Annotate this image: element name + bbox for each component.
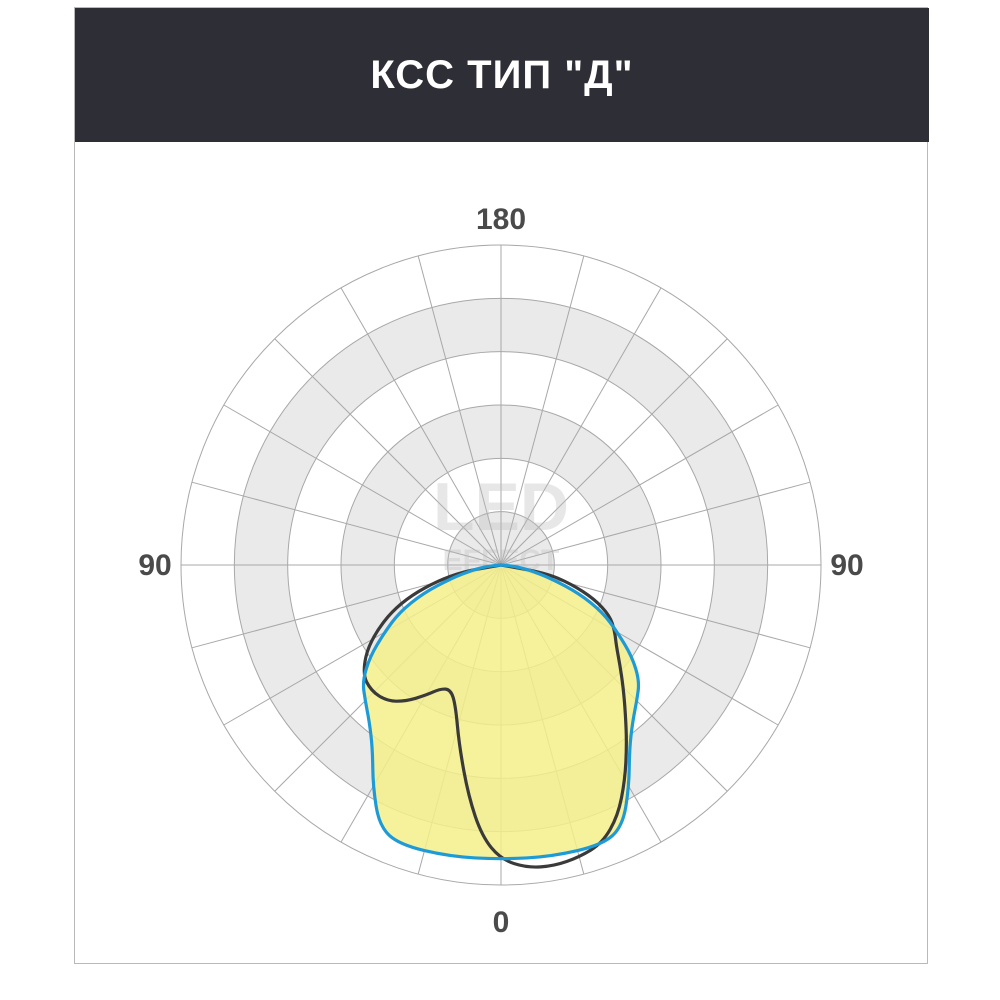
svg-text:90: 90 (138, 549, 171, 582)
svg-text:90: 90 (830, 549, 863, 582)
svg-text:180: 180 (476, 203, 526, 236)
svg-text:LED: LED (433, 469, 569, 545)
svg-text:0: 0 (493, 906, 510, 939)
